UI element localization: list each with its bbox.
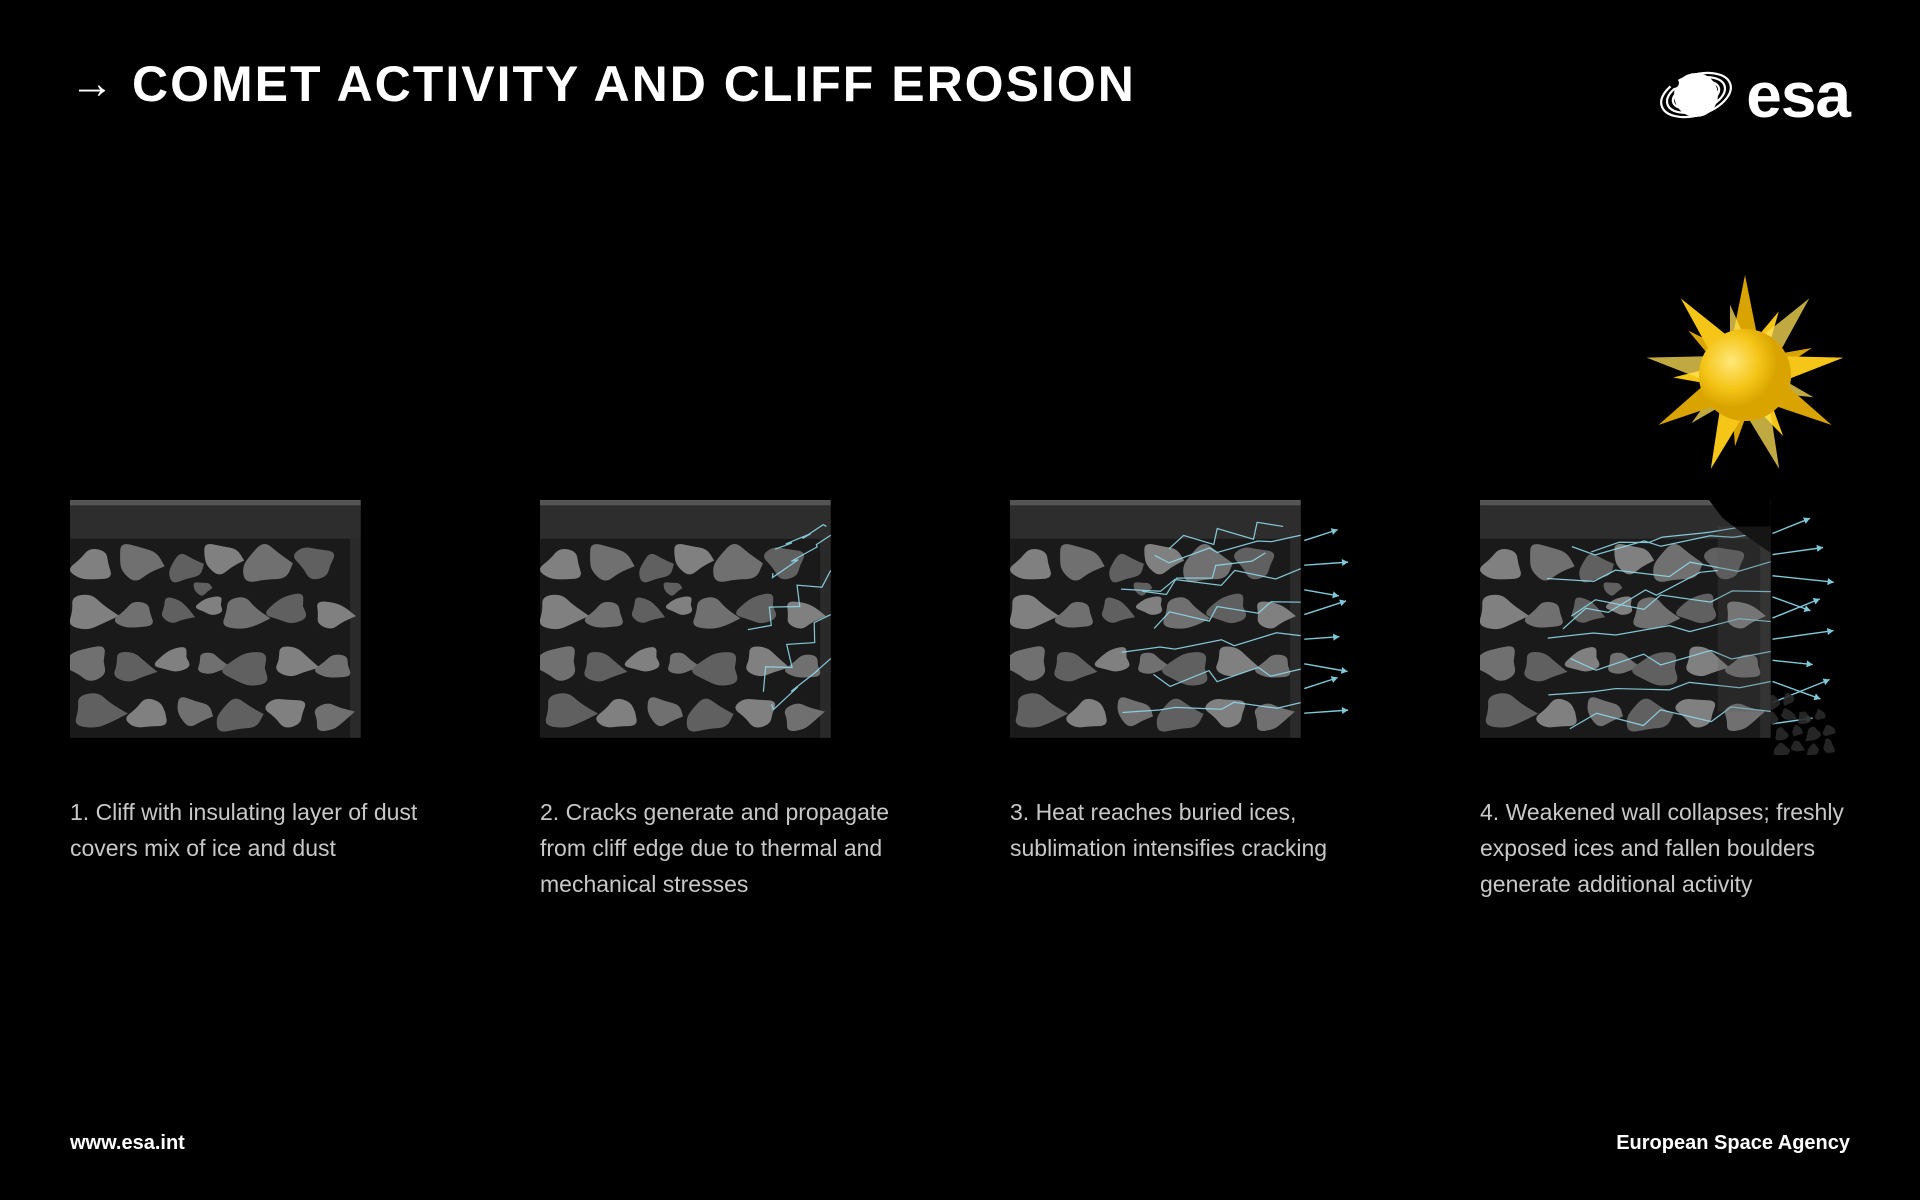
esa-logo-icon	[1656, 55, 1736, 135]
panel-2: 2. Cracks generate and propagate from cl…	[540, 500, 910, 902]
panel-2-graphic	[540, 500, 910, 755]
panel-3: 3. Heat reaches buried ices, sublimation…	[1010, 500, 1380, 902]
header: → COMET ACTIVITY AND CLIFF EROSION esa	[70, 55, 1850, 135]
esa-logo: esa	[1656, 55, 1850, 135]
footer-org: European Space Agency	[1616, 1132, 1850, 1155]
panel-4: 4. Weakened wall collapses; freshly expo…	[1480, 500, 1850, 902]
panel-1: 1. Cliff with insulating layer of dust c…	[70, 500, 440, 902]
panel-1-caption: 1. Cliff with insulating layer of dust c…	[70, 795, 440, 866]
panel-4-caption: 4. Weakened wall collapses; freshly expo…	[1480, 795, 1850, 902]
panel-2-caption: 2. Cracks generate and propagate from cl…	[540, 795, 910, 902]
footer-url: www.esa.int	[70, 1132, 185, 1155]
title-wrap: → COMET ACTIVITY AND CLIFF EROSION	[70, 55, 1136, 113]
panel-3-graphic	[1010, 500, 1380, 755]
sun-icon	[1640, 270, 1850, 485]
panel-4-graphic	[1480, 500, 1850, 755]
logo-text: esa	[1746, 58, 1850, 132]
panel-3-caption: 3. Heat reaches buried ices, sublimation…	[1010, 795, 1380, 866]
page-title: COMET ACTIVITY AND CLIFF EROSION	[132, 55, 1136, 113]
panel-1-graphic	[70, 500, 440, 755]
arrow-right-icon: →	[70, 62, 114, 106]
panel-row: 1. Cliff with insulating layer of dust c…	[70, 500, 1850, 902]
